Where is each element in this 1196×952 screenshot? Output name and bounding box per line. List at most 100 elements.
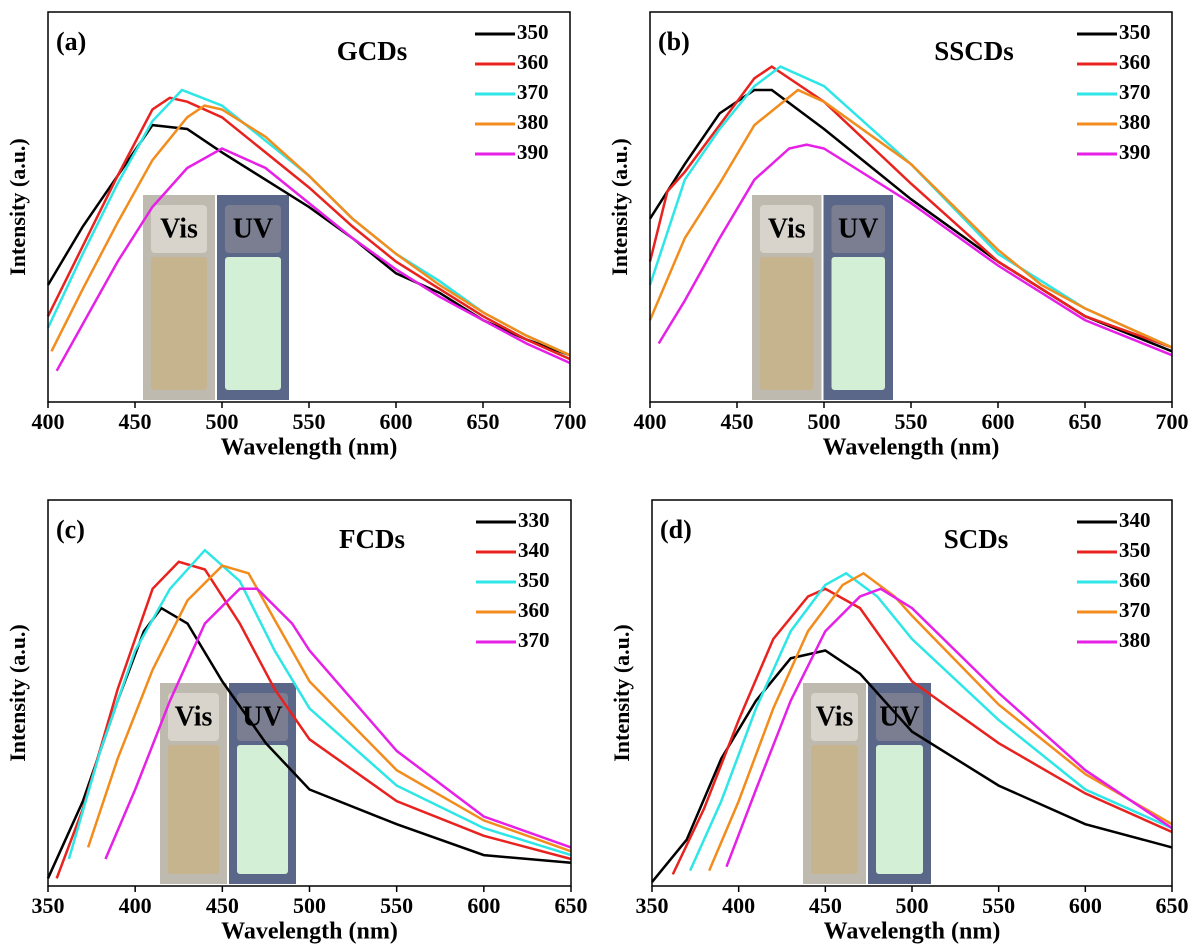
inset-photo: Vis UV	[752, 195, 893, 400]
x-tick-label: 650	[555, 893, 588, 918]
x-axis-label: Wavelength (nm)	[824, 919, 1001, 945]
x-tick-label: 500	[808, 409, 841, 434]
x-axis-label: Wavelength (nm)	[221, 435, 398, 461]
x-tick-label: 400	[634, 409, 667, 434]
cuvette-liquid	[151, 257, 207, 390]
legend-label: 350	[518, 568, 550, 592]
legend-label: 330	[518, 508, 550, 532]
cuvette-cap	[168, 693, 219, 741]
legend-label: 370	[1119, 80, 1151, 104]
inset-label: Vis	[160, 213, 198, 244]
x-tick-label: 400	[119, 893, 152, 918]
plot-frame	[649, 11, 1173, 403]
legend-label: 360	[1119, 568, 1151, 592]
legend-label: 360	[1119, 50, 1151, 74]
legend-label: 370	[517, 80, 549, 104]
panel-label: (d)	[660, 515, 692, 544]
series-line	[671, 587, 1173, 875]
x-tick-label: 400	[722, 893, 755, 918]
y-axis-label: Intensity (a.u.)	[609, 624, 634, 762]
x-tick-label: 450	[206, 893, 239, 918]
series-line	[648, 65, 1173, 349]
cuvette-liquid	[876, 745, 923, 874]
y-axis-label: Intensity (a.u.)	[5, 624, 30, 762]
legend-label: 350	[517, 20, 549, 44]
series-line	[55, 560, 572, 879]
legend-label: 340	[1119, 508, 1151, 532]
inset-label: UV	[242, 701, 282, 732]
panel-label: (b)	[658, 27, 690, 56]
x-tick-label: 650	[467, 409, 500, 434]
x-tick-label: 500	[206, 409, 239, 434]
cuvette-cap	[237, 693, 288, 741]
legend-label: 360	[518, 598, 550, 622]
cuvette-liquid	[760, 257, 814, 390]
cuvette-liquid	[225, 257, 281, 390]
cuvette-cap	[225, 205, 281, 253]
legend-label: 380	[1119, 110, 1151, 134]
x-tick-label: 500	[293, 893, 326, 918]
panel-label: (a)	[56, 27, 86, 56]
series-line	[86, 564, 572, 853]
series-line	[648, 88, 1173, 349]
inset-photo: Vis UV	[143, 195, 289, 400]
legend-label: 350	[1119, 20, 1151, 44]
x-tick-label: 650	[1156, 893, 1189, 918]
inset-label: Vis	[768, 213, 806, 244]
cuvette-liquid	[168, 745, 219, 874]
series-line	[651, 649, 1173, 883]
panel-title: SCDs	[944, 524, 1009, 554]
cuvette-liquid	[811, 745, 858, 874]
legend-label: 340	[518, 538, 550, 562]
legend-label: 380	[1119, 628, 1151, 652]
cuvette-cap	[811, 693, 858, 741]
series-line	[55, 147, 571, 372]
series-line	[708, 571, 1173, 872]
legend-label: 350	[1119, 538, 1151, 562]
x-tick-label: 550	[982, 893, 1015, 918]
legend-label: 380	[517, 110, 549, 134]
x-tick-label: 450	[119, 409, 152, 434]
y-axis-label: Intensity (a.u.)	[607, 138, 632, 276]
legend-label: 370	[1119, 598, 1151, 622]
series-line	[648, 65, 1173, 349]
panel-title: SSCDs	[934, 36, 1014, 66]
x-axis-label: Wavelength (nm)	[221, 919, 398, 945]
x-tick-label: 400	[32, 409, 65, 434]
series-line	[46, 96, 571, 361]
inset-photo: Vis UV	[160, 683, 296, 884]
cuvette-cap	[760, 205, 814, 253]
cuvette-liquid	[831, 257, 885, 390]
series-line	[725, 587, 1173, 868]
x-tick-label: 600	[982, 409, 1015, 434]
inset-label: Vis	[175, 701, 213, 732]
y-axis-label: Intensity (a.u.)	[5, 138, 30, 276]
x-tick-label: 600	[1069, 893, 1102, 918]
panel-title: FCDs	[339, 524, 405, 554]
panel-label: (c)	[56, 515, 85, 544]
x-tick-label: 650	[1069, 409, 1102, 434]
series-line	[657, 143, 1173, 357]
x-tick-label: 700	[1156, 409, 1189, 434]
x-tick-label: 500	[896, 893, 929, 918]
series-line	[104, 587, 572, 860]
inset-label: UV	[233, 213, 273, 244]
cuvette-cap	[151, 205, 207, 253]
x-tick-label: 450	[721, 409, 754, 434]
legend-label: 390	[517, 140, 549, 164]
legend-label: 390	[1119, 140, 1151, 164]
series-line	[46, 88, 571, 357]
legend-label: 370	[518, 628, 550, 652]
x-tick-label: 350	[636, 893, 669, 918]
x-tick-label: 550	[895, 409, 928, 434]
inset-label: UV	[838, 213, 878, 244]
x-axis-label: Wavelength (nm)	[823, 435, 1000, 461]
cuvette-cap	[831, 205, 885, 253]
x-tick-label: 550	[380, 893, 413, 918]
inset-photo: Vis UV	[803, 683, 931, 884]
x-tick-label: 550	[293, 409, 326, 434]
series-line	[67, 548, 572, 860]
cuvette-liquid	[237, 745, 288, 874]
